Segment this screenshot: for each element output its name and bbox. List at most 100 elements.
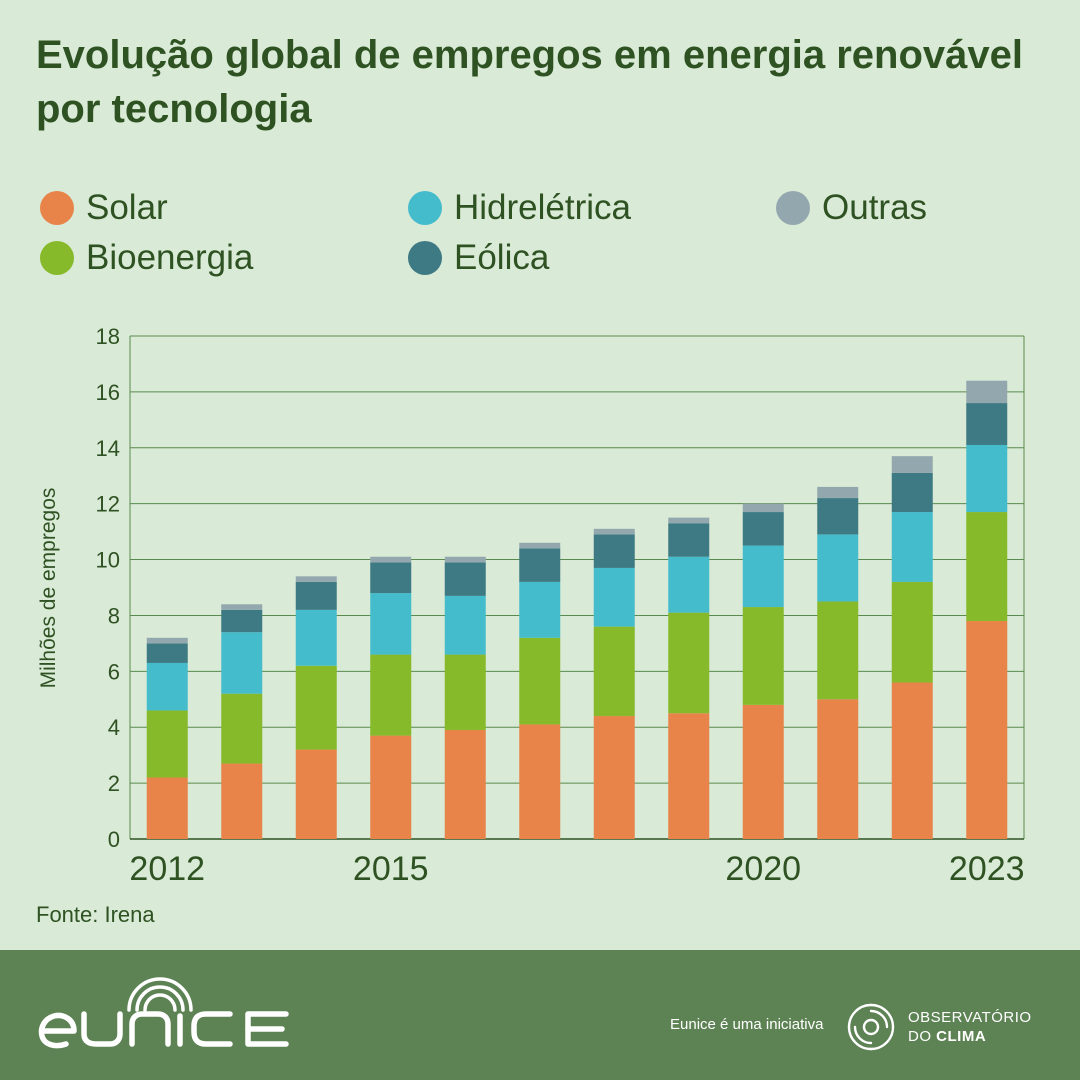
bar-segment-outras-2023 — [966, 380, 1008, 404]
eunice-logo-icon — [38, 977, 289, 1049]
observatorio-line2-do: DO — [908, 1028, 937, 1045]
legend-item-solar: Solar — [40, 188, 168, 228]
y-tick-label: 14 — [96, 436, 120, 461]
bar-segment-bioenergia-2021 — [817, 601, 859, 700]
bar-segment-solar-2021 — [817, 699, 859, 839]
bar-segment-outras-2015 — [370, 556, 412, 563]
y-tick-label: 8 — [108, 603, 120, 628]
bar-segment-outras-2013 — [221, 604, 263, 610]
legend-label-eolica: Eólica — [454, 238, 550, 277]
observatorio-logo-icon — [847, 1003, 895, 1051]
bar-segment-outras-2022 — [891, 456, 933, 473]
legend-label-outras: Outras — [822, 188, 928, 227]
bar-segment-bioenergia-2019 — [668, 612, 710, 714]
bar-segment-solar-2014 — [295, 749, 337, 839]
legend-swatch-solar — [40, 191, 74, 225]
bar-segment-bioenergia-2022 — [891, 581, 933, 683]
bar-segment-solar-2023 — [966, 621, 1008, 839]
legend-swatch-hidreletrica — [408, 191, 442, 225]
bar-segment-hidreletrica-2023 — [966, 444, 1008, 513]
legend-item-outras: Outras — [776, 188, 927, 228]
bar-segment-hidreletrica-2020 — [742, 545, 784, 608]
bar-segment-bioenergia-2014 — [295, 665, 337, 750]
bar-segment-eolica-2017 — [519, 548, 561, 582]
legend-label-bioenergia: Bioenergia — [86, 238, 254, 277]
legend-item-bioenergia: Bioenergia — [40, 238, 253, 278]
initiative-text: Eunice é uma iniciativa — [670, 1016, 824, 1033]
legend-swatch-outras — [776, 191, 810, 225]
bar-segment-eolica-2023 — [966, 403, 1008, 445]
bar-segment-outras-2019 — [668, 517, 710, 524]
legend-label-solar: Solar — [86, 188, 168, 227]
y-tick-label: 4 — [108, 715, 120, 740]
source-note: Fonte: Irena — [36, 902, 155, 927]
bar-segment-outras-2014 — [295, 576, 337, 582]
y-tick-label: 6 — [108, 659, 120, 684]
bar-segment-outras-2012 — [146, 637, 188, 644]
bar-segment-eolica-2020 — [742, 512, 784, 546]
bar-segment-hidreletrica-2022 — [891, 512, 933, 582]
bar-segment-eolica-2012 — [146, 643, 188, 663]
legend-item-hidreletrica: Hidrelétrica — [408, 188, 631, 228]
bar-segment-hidreletrica-2021 — [817, 534, 859, 602]
bar-segment-solar-2020 — [742, 704, 784, 839]
y-tick-label: 10 — [96, 548, 120, 573]
legend-label-hidreletrica: Hidrelétrica — [454, 188, 631, 227]
y-tick-label: 12 — [96, 492, 120, 517]
legend: Solar Hidrelétrica Outras Bioenergia Eól… — [40, 188, 1040, 288]
legend-swatch-eolica — [408, 241, 442, 275]
bar-segment-solar-2017 — [519, 724, 561, 839]
x-tick-label: 2020 — [725, 850, 801, 888]
bar-segment-eolica-2019 — [668, 523, 710, 557]
bar-segment-bioenergia-2015 — [370, 654, 412, 736]
bar-segment-outras-2016 — [444, 556, 486, 563]
bar-segment-bioenergia-2018 — [593, 626, 635, 717]
observatorio-line1: OBSERVATÓRIO — [908, 1009, 1032, 1026]
x-tick-label: 2012 — [129, 850, 205, 888]
bar-segment-solar-2019 — [668, 713, 710, 839]
bar-segment-solar-2015 — [370, 735, 412, 839]
observatorio-line2-clima: CLIMA — [936, 1028, 987, 1045]
stacked-bar-chart: 0 2 4 6 8 10 12 14 16 18 Milhões de empregos 2012 20… — [37, 324, 1025, 888]
bar-segment-hidreletrica-2014 — [295, 609, 337, 666]
bar-segment-hidreletrica-2013 — [221, 632, 263, 694]
bar-segment-solar-2013 — [221, 763, 263, 839]
bar-segment-solar-2018 — [593, 716, 635, 839]
bar-segment-eolica-2014 — [295, 581, 337, 610]
bar-segment-hidreletrica-2017 — [519, 581, 561, 638]
bar-segment-bioenergia-2012 — [146, 710, 188, 778]
bar-segment-bioenergia-2013 — [221, 693, 263, 764]
legend-swatch-bioenergia — [40, 241, 74, 275]
footer: Eunice é uma iniciativa OBSERVATÓRIO DO … — [0, 950, 1080, 1080]
y-tick-label: 16 — [96, 380, 120, 405]
bar-segment-eolica-2015 — [370, 562, 412, 594]
x-tick-label: 2015 — [353, 850, 429, 888]
observatorio-line2: DO CLIMA — [908, 1027, 1032, 1046]
bar-segment-eolica-2013 — [221, 609, 263, 633]
bar-segment-solar-2012 — [146, 777, 188, 839]
bar-segment-eolica-2018 — [593, 534, 635, 568]
bar-segment-eolica-2016 — [444, 562, 486, 596]
bar-segment-eolica-2021 — [817, 498, 859, 535]
y-tick-label: 18 — [96, 324, 120, 349]
bar-segment-solar-2022 — [891, 682, 933, 839]
bar-segment-bioenergia-2017 — [519, 637, 561, 725]
y-tick-label: 2 — [108, 771, 120, 796]
y-axis-label: Milhões de empregos — [37, 488, 60, 689]
bar-segment-outras-2021 — [817, 486, 859, 499]
bar-segment-solar-2016 — [444, 730, 486, 839]
legend-item-eolica: Eólica — [408, 238, 549, 278]
bar-segment-hidreletrica-2015 — [370, 593, 412, 655]
bar-segment-hidreletrica-2016 — [444, 595, 486, 655]
x-tick-label: 2023 — [949, 850, 1025, 888]
bar-segment-hidreletrica-2018 — [593, 567, 635, 627]
bar-segment-bioenergia-2020 — [742, 607, 784, 705]
bar-segment-bioenergia-2023 — [966, 512, 1008, 622]
bar-segment-outras-2017 — [519, 542, 561, 549]
bar-segment-bioenergia-2016 — [444, 654, 486, 731]
bar-segment-hidreletrica-2012 — [146, 662, 188, 711]
observatorio-text: OBSERVATÓRIO DO CLIMA — [908, 1008, 1032, 1046]
y-tick-label: 0 — [108, 827, 120, 852]
bar-segment-outras-2020 — [742, 503, 784, 513]
bar-segment-eolica-2022 — [891, 472, 933, 513]
